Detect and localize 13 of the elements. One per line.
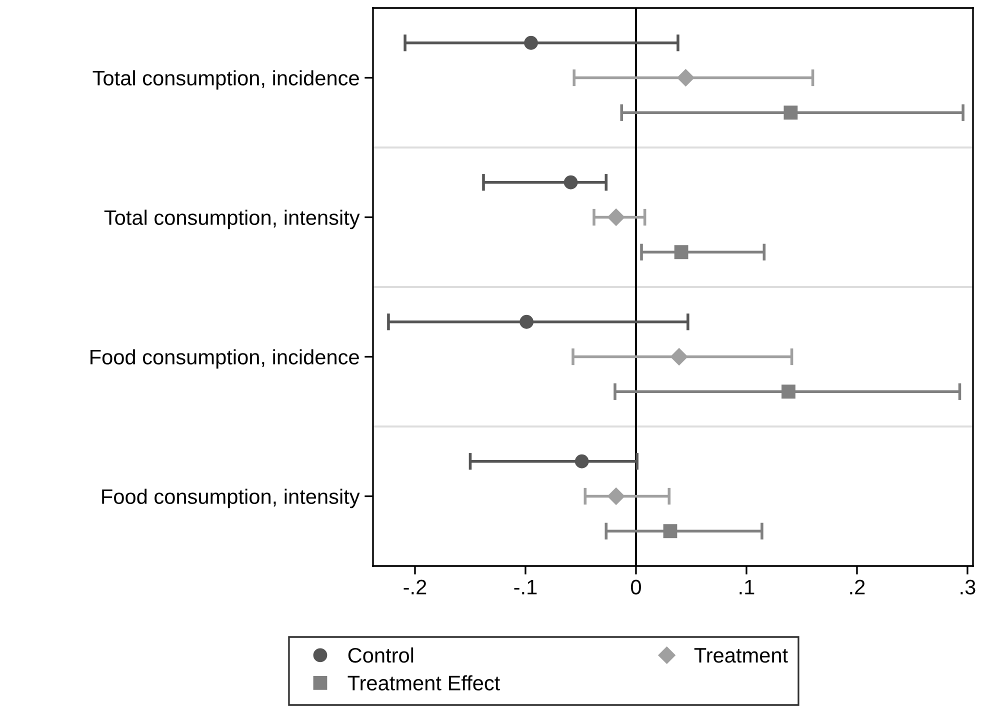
x-tick-label: -.1 — [514, 580, 537, 594]
x-tick-label: .2 — [850, 580, 865, 594]
y-tick-label: Total consumption, intensity — [104, 210, 360, 230]
y-tick-label: Food consumption, intensity — [102, 488, 360, 508]
legend-label: Treatment — [694, 648, 788, 663]
legend-label: Control — [348, 647, 414, 663]
x-tick-label: .3 — [960, 580, 976, 594]
x-tick-label: .1 — [740, 580, 754, 594]
x-tick-label: -.2 — [404, 580, 426, 594]
y-tick-label: Food consumption, incidence — [90, 349, 359, 369]
x-tick-label: 0 — [631, 580, 641, 594]
y-tick-label: Total consumption, incidence — [92, 70, 359, 90]
legend-label: Treatment Effect — [348, 675, 500, 690]
